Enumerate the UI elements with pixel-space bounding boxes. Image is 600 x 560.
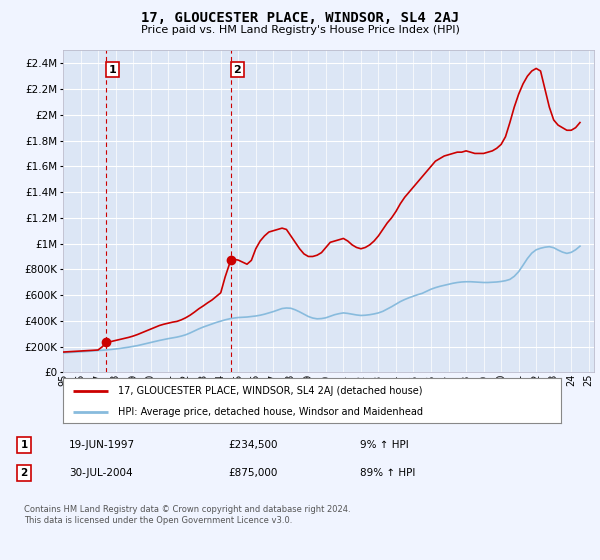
Text: 2: 2 — [233, 65, 241, 74]
Text: HPI: Average price, detached house, Windsor and Maidenhead: HPI: Average price, detached house, Wind… — [118, 407, 423, 417]
Text: 89% ↑ HPI: 89% ↑ HPI — [360, 468, 415, 478]
Text: 1: 1 — [20, 440, 28, 450]
Text: 19-JUN-1997: 19-JUN-1997 — [69, 440, 135, 450]
Text: 30-JUL-2004: 30-JUL-2004 — [69, 468, 133, 478]
Text: £875,000: £875,000 — [228, 468, 277, 478]
Text: 2: 2 — [20, 468, 28, 478]
Text: Price paid vs. HM Land Registry's House Price Index (HPI): Price paid vs. HM Land Registry's House … — [140, 25, 460, 35]
Text: 17, GLOUCESTER PLACE, WINDSOR, SL4 2AJ (detached house): 17, GLOUCESTER PLACE, WINDSOR, SL4 2AJ (… — [118, 385, 422, 395]
Text: 1: 1 — [109, 65, 116, 74]
Text: 9% ↑ HPI: 9% ↑ HPI — [360, 440, 409, 450]
Text: Contains HM Land Registry data © Crown copyright and database right 2024.
This d: Contains HM Land Registry data © Crown c… — [24, 505, 350, 525]
Text: 17, GLOUCESTER PLACE, WINDSOR, SL4 2AJ: 17, GLOUCESTER PLACE, WINDSOR, SL4 2AJ — [141, 11, 459, 25]
Text: £234,500: £234,500 — [228, 440, 277, 450]
